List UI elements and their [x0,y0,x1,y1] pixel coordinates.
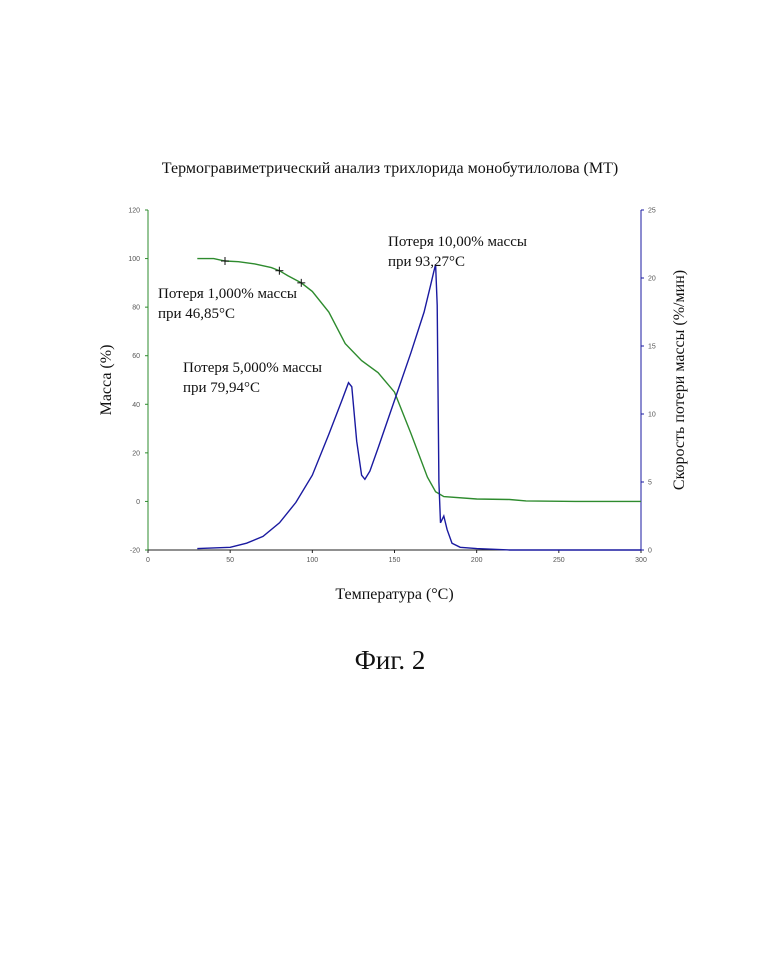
y-left-tick-label: 20 [132,450,140,457]
y-left-tick-label: 100 [128,256,140,263]
x-tick-label: 250 [553,557,565,564]
y-right-tick-label: 0 [648,548,652,555]
x-tick-label: 0 [146,557,150,564]
annotation-line: Потеря 5,000% массы [183,360,322,376]
x-axis-label: Температура (°C) [335,586,453,603]
y-left-tick-label: 60 [132,353,140,360]
annotation-label: Потеря 1,000% массы при 46,85°C [158,286,297,322]
y-right-tick-label: 25 [648,208,656,215]
x-tick-label: 300 [635,557,647,564]
annotation-line: при 79,94°C [183,380,260,396]
y-left-tick-label: -20 [130,548,140,555]
chart-series [197,259,641,550]
annotation-label: Потеря 5,000% массы при 79,94°C [183,360,322,396]
x-tick-label: 200 [471,557,483,564]
y-right-tick-label: 20 [648,276,656,283]
y-axis-left-label: Масса (%) [98,345,115,416]
x-tick-label: 50 [226,557,234,564]
y-left-tick-label: 0 [136,499,140,506]
annotation-line: при 93,27°C [388,254,465,270]
y-right-tick-label: 5 [648,480,652,487]
y-left-tick-label: 120 [128,208,140,215]
figure-caption: Фиг. 2 [0,645,780,676]
tga-chart: 0 50 100 150 200 250 300 -20 0 20 40 60 80 100 120 0 5 10… [0,0,780,640]
y-right-tick-label: 15 [648,344,656,351]
y-right-tick-label: 10 [648,412,656,419]
y-left-tick-label: 80 [132,305,140,312]
x-tick-label: 150 [389,557,401,564]
annotation-line: Потеря 1,000% массы [158,286,297,302]
annotation-label: Потеря 10,00% массы при 93,27°C [388,234,527,270]
y-axis-right-label: Скорость потери массы (%/мин) [671,270,688,490]
annotation-line: Потеря 10,00% массы [388,234,527,250]
x-tick-label: 100 [306,557,318,564]
annotation-line: при 46,85°C [158,306,235,322]
y-left-tick-label: 40 [132,402,140,409]
rate-curve [197,264,641,550]
